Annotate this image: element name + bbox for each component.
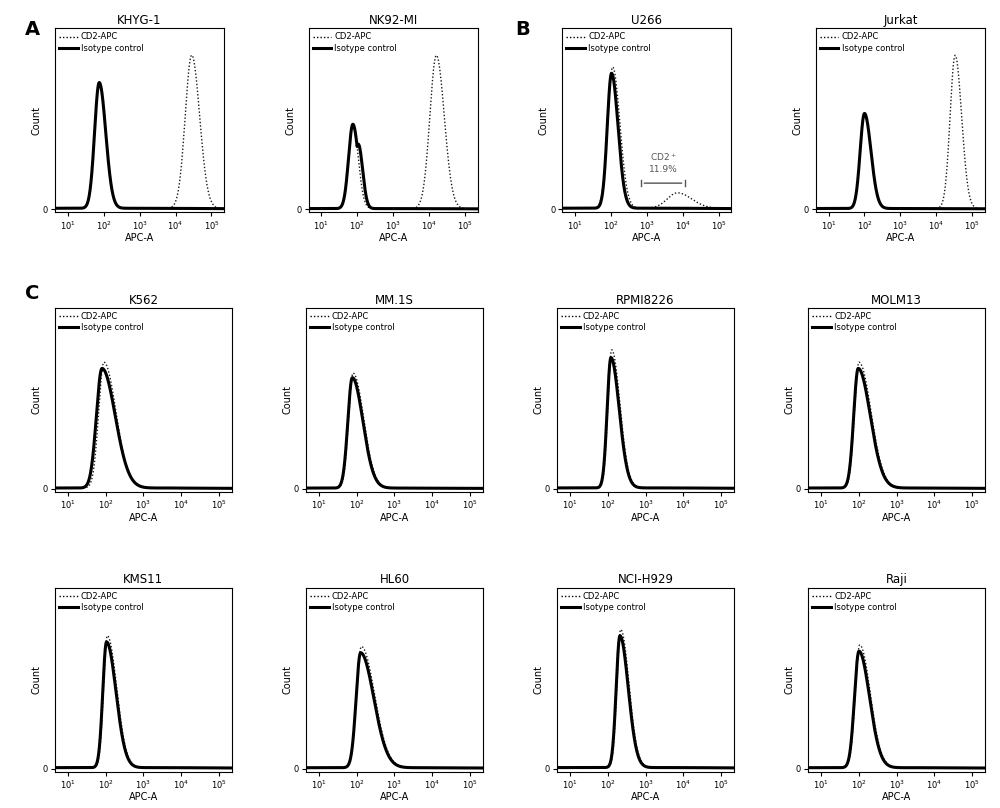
Y-axis label: Count: Count (539, 106, 549, 135)
X-axis label: APC-A: APC-A (882, 513, 911, 523)
Legend: CD2-APC, Isotype control: CD2-APC, Isotype control (58, 31, 145, 54)
Legend: CD2-APC, Isotype control: CD2-APC, Isotype control (565, 31, 653, 54)
Title: NCI-H929: NCI-H929 (618, 574, 674, 587)
Legend: CD2-APC, Isotype control: CD2-APC, Isotype control (811, 310, 898, 334)
Title: KMS11: KMS11 (123, 574, 163, 587)
X-axis label: APC-A: APC-A (631, 793, 660, 802)
Title: MOLM13: MOLM13 (871, 294, 922, 307)
Title: K562: K562 (128, 294, 158, 307)
X-axis label: APC-A: APC-A (129, 513, 158, 523)
Y-axis label: Count: Count (534, 385, 544, 415)
Y-axis label: Count: Count (31, 665, 41, 694)
Y-axis label: Count: Count (282, 665, 292, 694)
X-axis label: APC-A: APC-A (380, 513, 409, 523)
X-axis label: APC-A: APC-A (882, 793, 911, 802)
Title: HL60: HL60 (379, 574, 410, 587)
Title: NK92-MI: NK92-MI (369, 14, 418, 27)
X-axis label: APC-A: APC-A (129, 793, 158, 802)
Text: A: A (25, 20, 40, 40)
Legend: CD2-APC, Isotype control: CD2-APC, Isotype control (311, 31, 399, 54)
X-axis label: APC-A: APC-A (379, 233, 408, 243)
Y-axis label: Count: Count (792, 106, 802, 135)
Legend: CD2-APC, Isotype control: CD2-APC, Isotype control (309, 590, 396, 613)
Legend: CD2-APC, Isotype control: CD2-APC, Isotype control (58, 310, 145, 334)
Title: Jurkat: Jurkat (883, 14, 918, 27)
Title: MM.1S: MM.1S (375, 294, 414, 307)
Y-axis label: Count: Count (785, 665, 795, 694)
X-axis label: APC-A: APC-A (380, 793, 409, 802)
Legend: CD2-APC, Isotype control: CD2-APC, Isotype control (58, 590, 145, 613)
Y-axis label: Count: Count (534, 665, 544, 694)
Y-axis label: Count: Count (31, 106, 41, 135)
Legend: CD2-APC, Isotype control: CD2-APC, Isotype control (560, 310, 647, 334)
Title: RPMI8226: RPMI8226 (616, 294, 675, 307)
Title: KHYG-1: KHYG-1 (117, 14, 162, 27)
Y-axis label: Count: Count (282, 385, 292, 415)
Text: CD2$^+$
11.9%: CD2$^+$ 11.9% (649, 151, 677, 174)
Y-axis label: Count: Count (285, 106, 295, 135)
Legend: CD2-APC, Isotype control: CD2-APC, Isotype control (560, 590, 647, 613)
X-axis label: APC-A: APC-A (631, 513, 660, 523)
Text: C: C (25, 284, 39, 304)
Y-axis label: Count: Count (785, 385, 795, 415)
X-axis label: APC-A: APC-A (632, 233, 661, 243)
Title: Raji: Raji (886, 574, 908, 587)
Legend: CD2-APC, Isotype control: CD2-APC, Isotype control (309, 310, 396, 334)
Title: U266: U266 (631, 14, 662, 27)
Y-axis label: Count: Count (31, 385, 41, 415)
Legend: CD2-APC, Isotype control: CD2-APC, Isotype control (818, 31, 906, 54)
X-axis label: APC-A: APC-A (886, 233, 915, 243)
Text: B: B (515, 20, 530, 40)
X-axis label: APC-A: APC-A (125, 233, 154, 243)
Legend: CD2-APC, Isotype control: CD2-APC, Isotype control (811, 590, 898, 613)
